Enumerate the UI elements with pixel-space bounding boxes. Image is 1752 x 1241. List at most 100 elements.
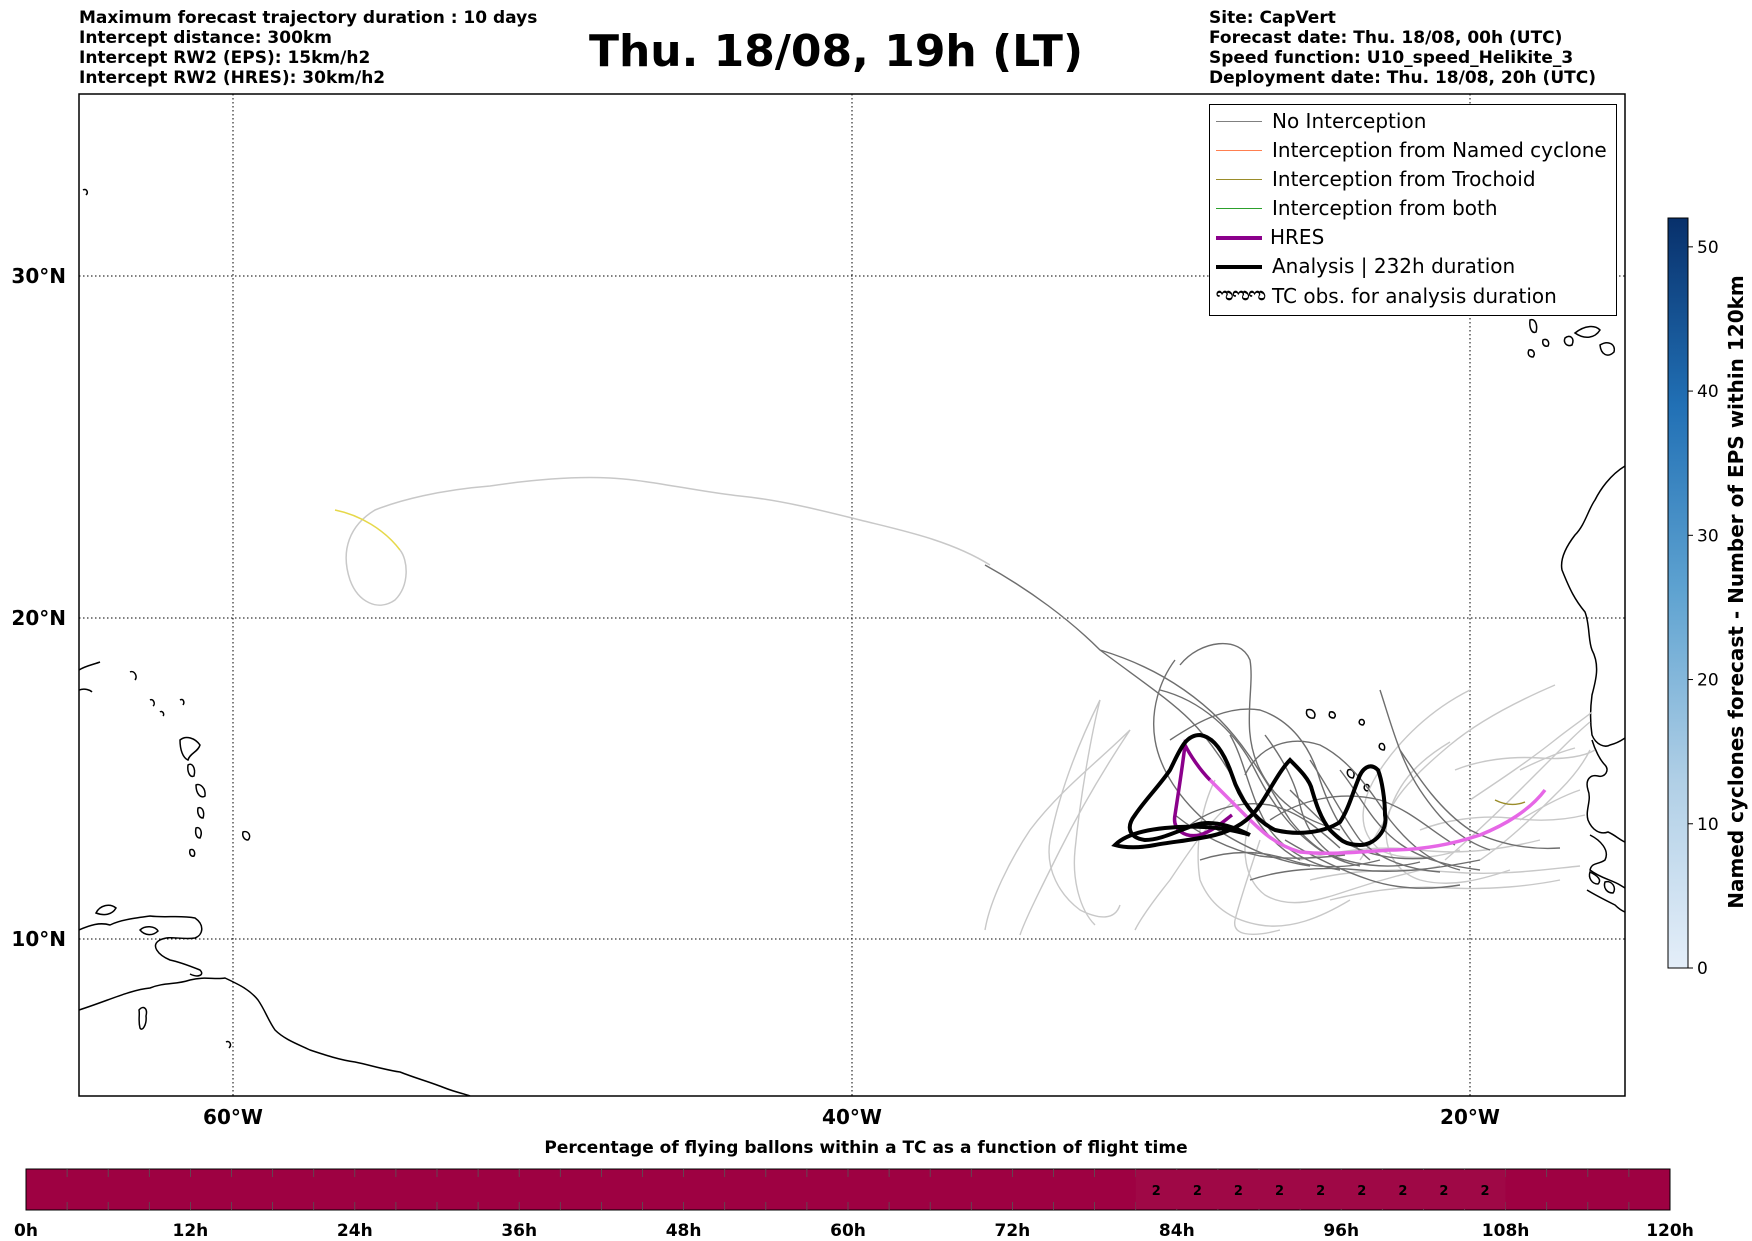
colorbar-label: Named cyclones forecast - Number of EPS … [1724, 275, 1748, 909]
forecast-parameters: Maximum forecast trajectory duration : 1… [79, 8, 537, 88]
trajectory [1244, 819, 1441, 904]
trajectory [1399, 749, 1561, 850]
legend-label: TC obs. for analysis duration [1272, 284, 1557, 308]
colorbar-tick-label: 30 [1697, 526, 1719, 546]
trajectory [1269, 795, 1456, 846]
timebar-tick-label: 0h [14, 1221, 38, 1241]
timebar-cells: 2 2 2 2 2 2 2 2 2 [1135, 1170, 1506, 1209]
map-legend: No Interception Interception from Named … [1209, 104, 1617, 316]
timebar-tick-label: 12h [173, 1221, 209, 1241]
island [1603, 880, 1616, 894]
timebar-tick-label: 60h [830, 1221, 866, 1241]
timebar-tick-label: 36h [501, 1221, 537, 1241]
africa-coast [1586, 739, 1625, 843]
lon-label: 40°W [822, 1105, 882, 1129]
timebar-tick-label: 48h [666, 1221, 702, 1241]
legend-label: Analysis | 232h duration [1272, 254, 1516, 278]
island [1346, 768, 1355, 779]
africa-coast [1560, 465, 1625, 747]
coast-segment [79, 661, 101, 693]
trajectory [1454, 749, 1596, 771]
timebar-cell-value: 2 [1439, 1184, 1448, 1199]
trajectory [1339, 769, 1481, 871]
trajectory [1264, 734, 1346, 863]
island [1358, 718, 1365, 726]
tc-obs-symbol: ಌಌಌ [1216, 284, 1266, 305]
timebar-tick-label: 108h [1482, 1221, 1530, 1241]
coast-segment [79, 915, 203, 977]
island [1378, 742, 1386, 751]
trochoid-interception-trajectory [1494, 799, 1526, 806]
trochoid-interception-trajectory [334, 509, 401, 551]
island [242, 830, 251, 841]
islands [1305, 318, 1616, 792]
island [1527, 349, 1535, 358]
timebar-tick-label: 24h [337, 1221, 373, 1241]
analysis-track [1111, 732, 1388, 850]
legend-label: No Interception [1272, 109, 1427, 133]
timebar-title: Percentage of flying ballons within a TC… [544, 1138, 1187, 1158]
colorbar-tick-label: 40 [1697, 382, 1719, 402]
colorbar-tick-label: 20 [1697, 671, 1719, 691]
trajectory [1134, 799, 1236, 931]
island [1563, 335, 1574, 347]
timebar-tick-label: 84h [1159, 1221, 1195, 1241]
header-line: Site: CapVert [1209, 8, 1336, 28]
header-line: Intercept distance: 300km [79, 28, 332, 48]
colorbar-tick-label: 0 [1697, 959, 1708, 979]
island [179, 736, 201, 762]
trajectory [1169, 708, 1371, 861]
trajectory [1379, 689, 1491, 851]
lat-label: 20°N [11, 606, 66, 630]
trajectory [1048, 699, 1121, 918]
lat-label: 10°N [11, 927, 66, 951]
island [138, 926, 159, 936]
trajectory [1359, 684, 1556, 861]
legend-swatch [1216, 265, 1262, 269]
trajectory [1229, 734, 1341, 871]
legend-swatch [1216, 236, 1262, 240]
header-line: Deployment date: Thu. 18/08, 20h (UTC) [1209, 68, 1596, 88]
legend-swatch [1216, 179, 1262, 180]
timebar-tick-label: 96h [1323, 1221, 1359, 1241]
lon-axis-labels: 60°W 40°W 20°W [203, 1105, 1500, 1129]
island [1542, 338, 1550, 347]
page-title: Thu. 18/08, 19h (LT) [588, 26, 1084, 77]
colorbar [1667, 217, 1689, 969]
trajectory [1469, 711, 1593, 801]
trajectory [1019, 729, 1131, 936]
trajectory [1234, 839, 1281, 935]
timebar-tick-label: 72h [995, 1221, 1031, 1241]
eps-trajectories-dark [984, 564, 1561, 889]
island [1573, 325, 1601, 338]
island [1599, 342, 1616, 356]
island [138, 1006, 148, 1030]
trajectory [1385, 741, 1511, 884]
trajectory [1189, 803, 1341, 849]
long-trajectory [345, 476, 991, 606]
coast-segment [129, 670, 185, 717]
island [1328, 711, 1336, 719]
header-line: Forecast date: Thu. 18/08, 00h (UTC) [1209, 28, 1563, 48]
lat-axis-labels: 30°N 20°N 10°N [11, 264, 66, 951]
lon-label: 20°W [1440, 1105, 1500, 1129]
trajectory [1309, 759, 1441, 873]
timebar-ticks: 0h 12h 24h 36h 48h 60h 72h 84h 96h 108h 120h [14, 1221, 1694, 1241]
map-frame [78, 93, 1626, 1097]
trajectory [1153, 659, 1311, 867]
africa-coastline [1560, 465, 1625, 913]
header-line: Intercept RW2 (HRES): 30km/h2 [79, 68, 386, 88]
island [1305, 708, 1316, 719]
legend-label: Interception from both [1272, 196, 1498, 220]
legend-label: Interception from Trochoid [1272, 167, 1536, 191]
colorbar-ticks: 0 10 20 30 40 50 [1688, 238, 1719, 979]
trajectory [984, 729, 1131, 931]
header-line: Intercept RW2 (EPS): 15km/h2 [79, 48, 371, 68]
legend-label: HRES [1270, 225, 1325, 249]
legend-swatch [1216, 121, 1262, 122]
timebar-cell-value: 2 [1481, 1184, 1490, 1199]
trajectory [1329, 879, 1561, 901]
colorbar-tick-label: 50 [1697, 238, 1719, 258]
trajectory [1519, 747, 1581, 821]
